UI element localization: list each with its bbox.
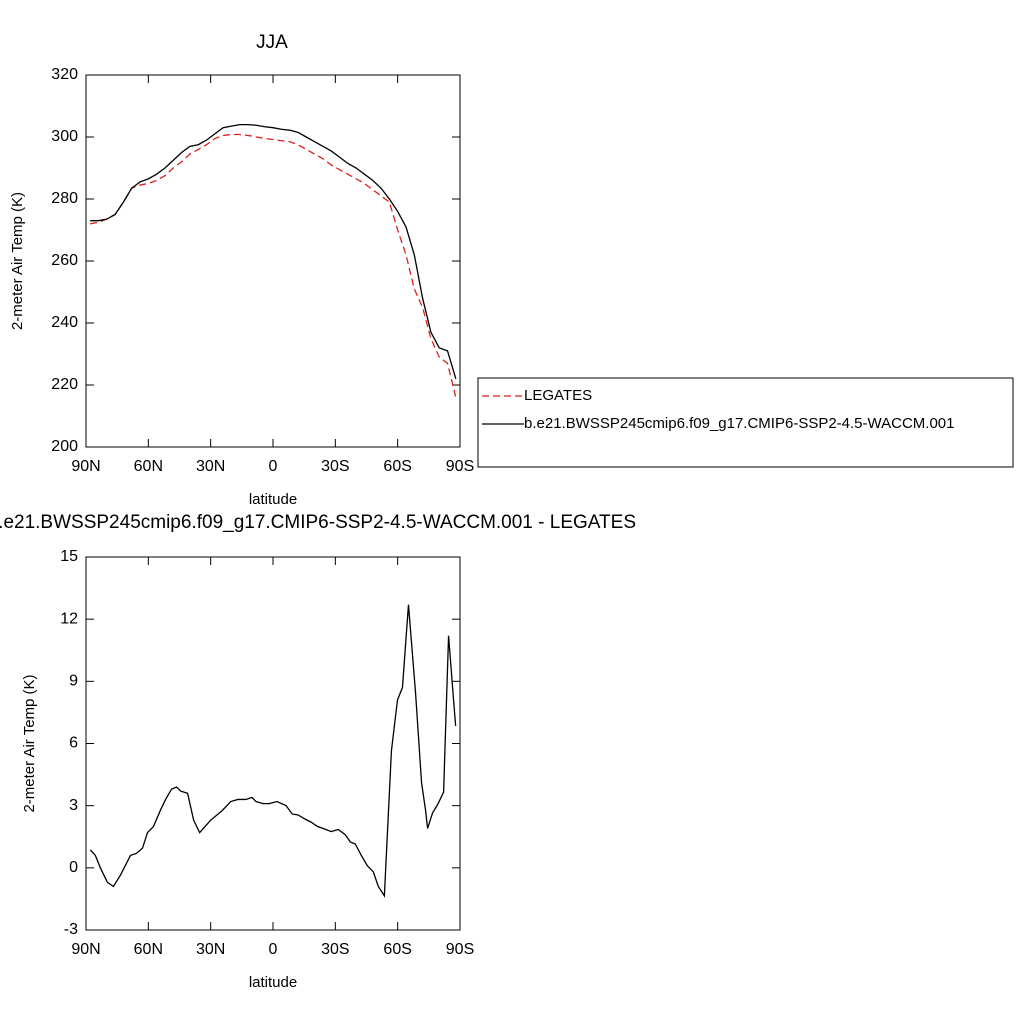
y-tick-label: 260 bbox=[51, 252, 78, 269]
data-line bbox=[90, 133, 457, 398]
y-axis-label: 2-meter Air Temp (K) bbox=[21, 674, 38, 812]
y-tick-label: 240 bbox=[51, 314, 78, 331]
x-tick-label: 0 bbox=[269, 458, 278, 475]
chart-title: JJA bbox=[256, 32, 288, 53]
x-tick-label: 30N bbox=[196, 941, 225, 958]
legend-label: b.e21.BWSSP245cmip6.f09_g17.CMIP6-SSP2-4… bbox=[524, 415, 954, 432]
y-tick-label: 220 bbox=[51, 376, 78, 393]
x-tick-label: 90N bbox=[71, 941, 100, 958]
legend-label: LEGATES bbox=[524, 387, 592, 404]
y-tick-label: 6 bbox=[69, 735, 78, 752]
plot-frame bbox=[85, 556, 461, 931]
y-tick-label: 3 bbox=[69, 797, 78, 814]
chart-title: b.e21.BWSSP245cmip6.f09_g17.CMIP6-SSP2-4… bbox=[0, 512, 636, 533]
x-axis-label: latitude bbox=[249, 974, 297, 991]
data-line bbox=[90, 123, 457, 379]
x-tick-label: 60N bbox=[134, 941, 163, 958]
y-tick-label: 12 bbox=[60, 610, 78, 627]
x-tick-label: 30S bbox=[321, 941, 349, 958]
y-tick-label: 15 bbox=[60, 548, 78, 565]
y-tick-label: 300 bbox=[51, 128, 78, 145]
x-tick-label: 60S bbox=[383, 941, 411, 958]
y-tick-label: -3 bbox=[64, 921, 78, 938]
x-tick-label: 60S bbox=[383, 458, 411, 475]
x-tick-label: 90S bbox=[446, 941, 474, 958]
x-tick-label: 60N bbox=[134, 458, 163, 475]
y-tick-label: 280 bbox=[51, 190, 78, 207]
y-axis-label: 2-meter Air Temp (K) bbox=[9, 192, 26, 330]
data-line bbox=[89, 604, 457, 898]
plot-frame bbox=[85, 74, 461, 448]
y-tick-label: 200 bbox=[51, 438, 78, 455]
legend-box bbox=[477, 377, 1014, 468]
x-tick-label: 90S bbox=[446, 458, 474, 475]
x-tick-label: 90N bbox=[71, 458, 100, 475]
x-tick-label: 30S bbox=[321, 458, 349, 475]
y-tick-label: 0 bbox=[69, 859, 78, 876]
y-tick-label: 9 bbox=[69, 673, 78, 690]
y-tick-label: 320 bbox=[51, 66, 78, 83]
x-tick-label: 0 bbox=[269, 941, 278, 958]
x-tick-label: 30N bbox=[196, 458, 225, 475]
x-axis-label: latitude bbox=[249, 491, 297, 508]
